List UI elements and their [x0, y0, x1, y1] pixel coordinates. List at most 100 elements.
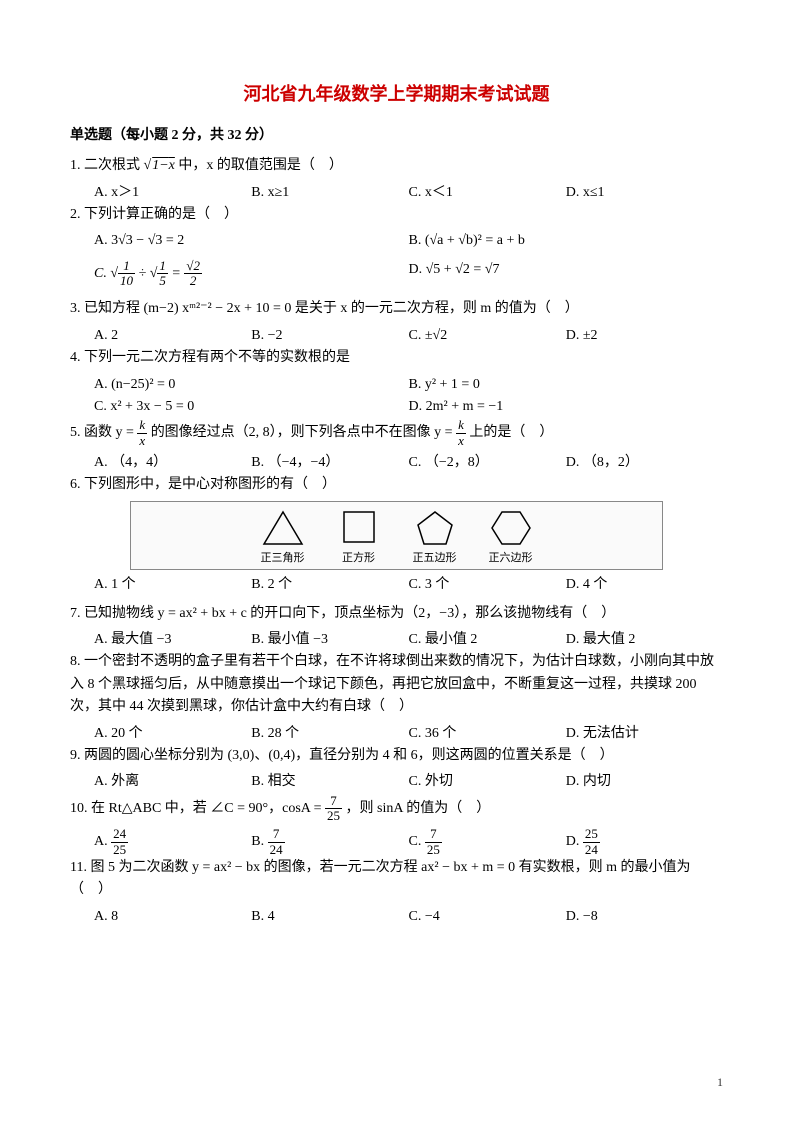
page-number: 1	[717, 1073, 723, 1092]
question-2: 2. 下列计算正确的是（ ）	[70, 204, 723, 226]
question-10: 10. 在 Rt△ABC 中，若 ∠C = 90°，cosA = 725 ，则 …	[70, 794, 723, 824]
q10-opt-c: C. 725	[409, 827, 566, 857]
question-11: 11. 图 5 为二次函数 y = ax² − bx 的图像，若一元二次方程 a…	[70, 857, 723, 902]
q5-pre: 5. 函数 y =	[70, 425, 137, 440]
q10b-n: 7	[268, 827, 285, 842]
q4-options-ab: A. (n−25)² = 0 B. y² + 1 = 0	[70, 374, 723, 396]
shape-triangle-label: 正三角形	[261, 552, 305, 564]
q9-opt-d: D. 内切	[566, 771, 723, 793]
q10-post: ，则 sinA 的值为（ ）	[346, 801, 491, 816]
question-1: 1. 二次根式 √1−x 中，x 的取值范围是（ ）	[70, 155, 723, 177]
q5-post: 上的是（ ）	[469, 425, 553, 440]
q2-options-ab: A. 3√3 − √3 = 2 B. (√a + √b)² = a + b	[70, 230, 723, 252]
q5-num2: k	[456, 418, 466, 433]
shape-pentagon-label: 正五边形	[413, 552, 457, 564]
pentagon-icon	[412, 508, 458, 548]
q5-mid: 的图像经过点（2, 8），则下列各点中不在图像 y =	[151, 425, 456, 440]
q9-opt-b: B. 相交	[251, 771, 408, 793]
q1-opt-b: B. x≥1	[251, 182, 408, 204]
q4-opt-a: A. (n−25)² = 0	[94, 374, 409, 396]
q2-opt-a: A. 3√3 − √3 = 2	[94, 230, 409, 252]
q2c-d1: 10	[118, 274, 135, 288]
square-icon	[336, 508, 382, 548]
q10a-d: 25	[111, 843, 128, 857]
q3-opt-d: D. ±2	[566, 325, 723, 347]
q7-opt-d: D. 最大值 2	[566, 629, 723, 651]
q1-opt-a: A. x＞1	[94, 182, 251, 204]
section-heading: 单选题（每小题 2 分，共 32 分）	[70, 125, 723, 147]
q2c-n1: 1	[118, 259, 135, 274]
q5-opt-c: C. （−2，8）	[409, 452, 566, 474]
q5-num: k	[137, 418, 147, 433]
q5-den2: x	[456, 434, 466, 448]
q9-options: A. 外离 B. 相交 C. 外切 D. 内切	[70, 771, 723, 793]
q6-opt-b: B. 2 个	[251, 574, 408, 596]
q4-options-cd: C. x² + 3x − 5 = 0 D. 2m² + m = −1	[70, 396, 723, 418]
q8-opt-c: C. 36 个	[409, 723, 566, 745]
q1-options: A. x＞1 B. x≥1 C. x＜1 D. x≤1	[70, 182, 723, 204]
q8-options: A. 20 个 B. 28 个 C. 36 个 D. 无法估计	[70, 723, 723, 745]
q10-opt-d: D. 2524	[566, 827, 723, 857]
q10d-n: 25	[583, 827, 600, 842]
question-3: 3. 已知方程 (m−2) xᵐ²⁻² − 2x + 10 = 0 是关于 x …	[70, 298, 723, 320]
q6-opt-c: C. 3 个	[409, 574, 566, 596]
q10-opt-a: A. 2425	[94, 827, 251, 857]
q10-options: A. 2425 B. 724 C. 725 D. 2524	[70, 827, 723, 857]
q4-opt-c: C. x² + 3x − 5 = 0	[94, 396, 409, 418]
hexagon-icon	[488, 508, 534, 548]
q6-options: A. 1 个 B. 2 个 C. 3 个 D. 4 个	[70, 574, 723, 596]
q9-opt-c: C. 外切	[409, 771, 566, 793]
shapes-figure: 正三角形 正方形 正五边形 正六边形	[130, 501, 663, 571]
q7-opt-c: C. 最小值 2	[409, 629, 566, 651]
q7-opt-b: B. 最小值 −3	[251, 629, 408, 651]
q1-text-post: 中，x 的取值范围是（ ）	[178, 158, 343, 173]
q3-options: A. 2 B. −2 C. ±√2 D. ±2	[70, 325, 723, 347]
q7-options: A. 最大值 −3 B. 最小值 −3 C. 最小值 2 D. 最大值 2	[70, 629, 723, 651]
q5-opt-d: D. （8，2）	[566, 452, 723, 474]
triangle-icon	[260, 508, 306, 548]
q10-pre: 10. 在 Rt△ABC 中，若 ∠C = 90°，cosA =	[70, 801, 325, 816]
q5-opt-b: B. （−4，−4）	[251, 452, 408, 474]
q10b-d: 24	[268, 843, 285, 857]
shape-hexagon: 正六边形	[488, 508, 534, 568]
q2c-n3: √2	[184, 259, 202, 274]
q6-opt-d: D. 4 个	[566, 574, 723, 596]
q1-math: √1−x	[144, 158, 175, 173]
q5-opt-a: A. （4，4）	[94, 452, 251, 474]
q2c-d3: 2	[184, 274, 202, 288]
q2-opt-c: C. √110 ÷ √15 = √22	[94, 259, 409, 289]
q8-opt-a: A. 20 个	[94, 723, 251, 745]
q11-opt-d: D. −8	[566, 906, 723, 928]
q10d-d: 24	[583, 843, 600, 857]
q5-options: A. （4，4） B. （−4，−4） C. （−2，8） D. （8，2）	[70, 452, 723, 474]
shape-hexagon-label: 正六边形	[489, 552, 533, 564]
question-8: 8. 一个密封不透明的盒子里有若干个白球，在不许将球倒出来数的情况下，为估计白球…	[70, 651, 723, 718]
q4-opt-d: D. 2m² + m = −1	[409, 396, 724, 418]
q2c-d2: 5	[157, 274, 168, 288]
shape-square-label: 正方形	[342, 552, 375, 564]
q3-opt-a: A. 2	[94, 325, 251, 347]
question-7: 7. 已知抛物线 y = ax² + bx + c 的开口向下，顶点坐标为（2，…	[70, 603, 723, 625]
q1-opt-d: D. x≤1	[566, 182, 723, 204]
q11-options: A. 8 B. 4 C. −4 D. −8	[70, 906, 723, 928]
q2c-n2: 1	[157, 259, 168, 274]
q10c-d: 25	[425, 843, 442, 857]
q8-opt-b: B. 28 个	[251, 723, 408, 745]
shape-pentagon: 正五边形	[412, 508, 458, 568]
q4-opt-b: B. y² + 1 = 0	[409, 374, 724, 396]
question-6: 6. 下列图形中，是中心对称图形的有（ ）	[70, 474, 723, 496]
q3-opt-b: B. −2	[251, 325, 408, 347]
q2c-label: C.	[94, 266, 110, 281]
q2-options-cd: C. √110 ÷ √15 = √22 D. √5 + √2 = √7	[70, 259, 723, 289]
q1-opt-c: C. x＜1	[409, 182, 566, 204]
question-9: 9. 两圆的圆心坐标分别为 (3,0)、(0,4)，直径分别为 4 和 6，则这…	[70, 745, 723, 767]
q3-opt-c: C. ±√2	[409, 325, 566, 347]
question-5: 5. 函数 y = kx 的图像经过点（2, 8），则下列各点中不在图像 y =…	[70, 418, 723, 448]
q9-opt-a: A. 外离	[94, 771, 251, 793]
q2-opt-b: B. (√a + √b)² = a + b	[409, 230, 724, 252]
q11-opt-c: C. −4	[409, 906, 566, 928]
shape-square: 正方形	[336, 508, 382, 568]
q6-opt-a: A. 1 个	[94, 574, 251, 596]
q7-opt-a: A. 最大值 −3	[94, 629, 251, 651]
q5-den: x	[137, 434, 147, 448]
